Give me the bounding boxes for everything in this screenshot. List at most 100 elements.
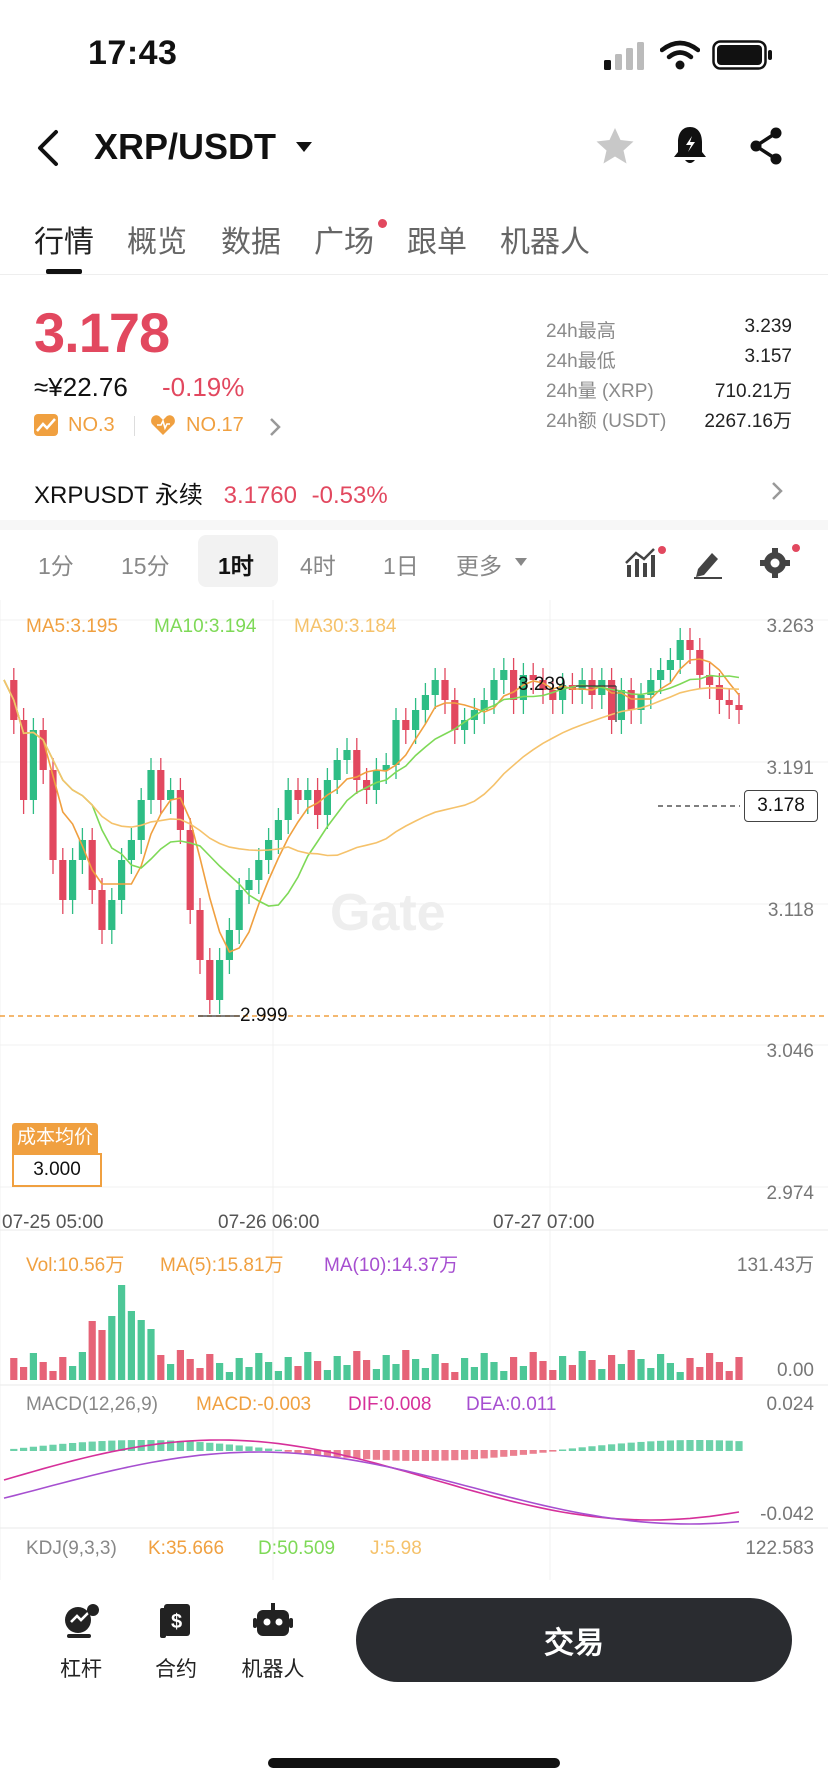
volume-bar — [490, 1362, 498, 1380]
candle-body — [304, 790, 312, 800]
volume-bar — [363, 1360, 371, 1380]
legend-macd-title: MACD(12,26,9) — [26, 1394, 158, 1415]
draw-pen-icon[interactable] — [692, 545, 726, 579]
macd-bar — [20, 1447, 28, 1451]
trade-button[interactable]: 交易 — [356, 1598, 792, 1682]
candle-body — [39, 730, 47, 770]
share-icon[interactable] — [748, 126, 784, 166]
macd-bar — [412, 1450, 420, 1461]
candle-body — [88, 840, 96, 890]
macd-bar — [225, 1444, 233, 1451]
macd-bar — [657, 1440, 665, 1451]
volume-bar — [88, 1321, 96, 1380]
candle-body — [245, 880, 253, 890]
volume-bar — [421, 1368, 429, 1380]
interval-1d[interactable]: 1日 — [383, 553, 419, 579]
candle-body — [490, 680, 498, 700]
nav-contract[interactable]: $ 合约 — [131, 1602, 221, 1683]
y-tick: 3.263 — [766, 616, 814, 637]
candle-body — [617, 690, 625, 720]
macd-bar — [186, 1441, 194, 1451]
heart-rank-icon — [151, 415, 175, 435]
candle-body — [147, 770, 155, 800]
macd-bar — [715, 1440, 723, 1451]
macd-bar — [510, 1450, 518, 1456]
back-arrow-icon[interactable] — [34, 128, 62, 168]
volume-bar — [118, 1285, 126, 1380]
macd-bar — [402, 1450, 410, 1461]
candle-body — [666, 660, 674, 670]
candle-body — [412, 710, 420, 730]
volume-bar — [147, 1329, 155, 1380]
macd-bar — [284, 1450, 292, 1452]
candle-body — [216, 960, 224, 1000]
rank-popular[interactable]: NO.17 — [186, 414, 244, 436]
cost-average-value: 3.000 — [12, 1153, 102, 1187]
chevron-right-icon[interactable] — [268, 416, 282, 438]
candle-body — [157, 770, 165, 800]
tab-data[interactable]: 数据 — [221, 226, 281, 259]
macd-bar — [647, 1441, 655, 1451]
macd-bar — [176, 1440, 184, 1451]
interval-1h[interactable]: 1时 — [218, 553, 254, 579]
candle-body — [235, 890, 243, 930]
chevron-down-icon[interactable] — [294, 140, 314, 154]
candle-body — [225, 930, 233, 960]
tab-market[interactable]: 行情 — [34, 226, 94, 259]
candles — [10, 628, 743, 1014]
interval-15m[interactable]: 15分 — [121, 553, 170, 579]
candle-body — [343, 750, 351, 760]
pair-title[interactable]: XRP/USDT — [94, 126, 277, 167]
volume-bar — [412, 1359, 420, 1380]
chevron-right-icon[interactable] — [770, 480, 784, 502]
nav-leverage[interactable]: 杠杆 — [36, 1602, 126, 1683]
macd-bar — [608, 1444, 616, 1451]
chart-area[interactable]: Gate MA5:3.195 MA10:3.194 MA30:3.184 3.2… — [0, 600, 828, 1580]
y-tick: 3.191 — [766, 758, 814, 779]
macd-line — [3, 1439, 740, 1521]
indicator-icon[interactable] — [624, 545, 666, 579]
interval-1m[interactable]: 1分 — [38, 553, 74, 579]
candle-body — [206, 960, 214, 1000]
legend-dea: DEA:0.011 — [466, 1394, 557, 1415]
tab-copy-trading[interactable]: 跟单 — [407, 226, 467, 259]
interval-4h[interactable]: 4时 — [300, 553, 336, 579]
volume-bar — [108, 1316, 116, 1380]
bell-icon[interactable] — [672, 124, 708, 166]
macd-bar — [431, 1450, 439, 1461]
caret-down-icon[interactable] — [514, 557, 528, 567]
volume-bar — [549, 1370, 557, 1380]
y-tick: 3.118 — [767, 900, 814, 921]
candle-body — [392, 720, 400, 765]
volume-bar — [157, 1355, 165, 1380]
candle-body — [333, 760, 341, 780]
rank-hot[interactable]: NO.3 — [68, 414, 115, 436]
volume-bar — [78, 1352, 86, 1380]
macd-bar — [490, 1450, 498, 1458]
legend-j: J:5.98 — [370, 1538, 422, 1559]
volume-bar — [627, 1350, 635, 1380]
macd-bar — [441, 1450, 449, 1461]
star-icon[interactable] — [594, 126, 636, 166]
tab-square[interactable]: 广场 — [314, 226, 374, 259]
volume-bar — [431, 1354, 439, 1380]
interval-more[interactable]: 更多 — [456, 553, 502, 579]
volume-bar — [559, 1356, 567, 1380]
settings-gear-icon[interactable] — [758, 543, 802, 579]
candle-body — [608, 680, 616, 720]
macd-bar — [304, 1450, 312, 1454]
macd-bar — [294, 1450, 302, 1453]
volume-bar — [608, 1355, 616, 1380]
macd-bar — [559, 1449, 567, 1451]
macd-bottom: -0.042 — [760, 1504, 814, 1525]
volume-bar — [216, 1363, 224, 1380]
volume-bar — [441, 1363, 449, 1380]
tab-bots[interactable]: 机器人 — [500, 226, 590, 259]
perpetual-row[interactable]: XRPUSDT 永续 3.1760 -0.53% — [34, 475, 388, 510]
status-bar: 17:43 — [0, 0, 828, 110]
nav-robot[interactable]: 机器人 — [228, 1602, 318, 1683]
tab-overview[interactable]: 概览 — [127, 226, 187, 259]
volume-bar — [519, 1366, 527, 1380]
candle-body — [274, 820, 282, 840]
kline-chart[interactable]: Gate — [0, 600, 828, 1580]
